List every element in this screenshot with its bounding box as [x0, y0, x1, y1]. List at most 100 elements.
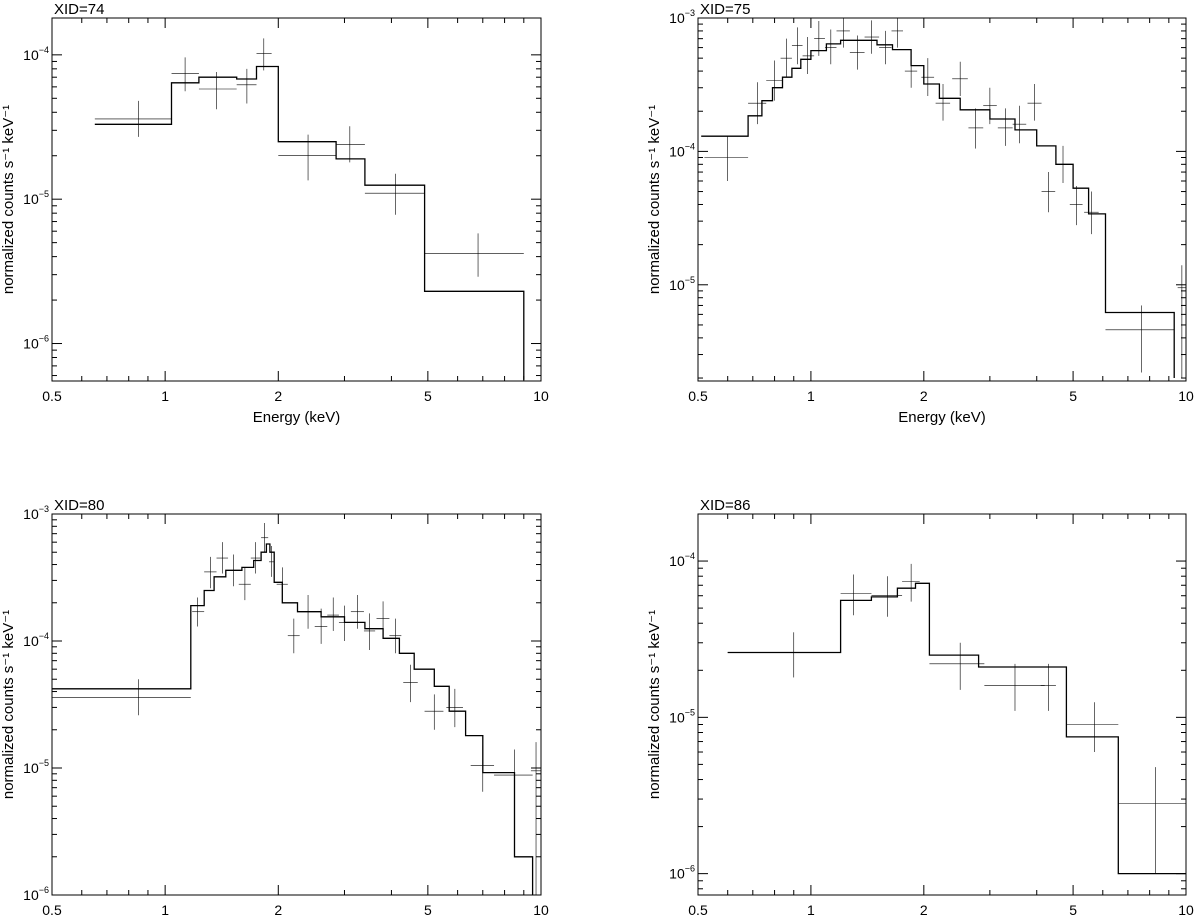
- chart-xid80-data-point: [327, 597, 339, 631]
- chart-xid74-data-point: [364, 173, 425, 215]
- chart-xid86-data-point: [929, 642, 985, 690]
- chart-xid75-data-point: [802, 37, 815, 75]
- chart-xid80-data-point: [338, 605, 350, 641]
- chart-xid86-model-line: [727, 582, 1186, 875]
- chart-xid75-data-point: [849, 35, 865, 70]
- chart-xid75-data-point: [879, 30, 892, 65]
- chart-xid86-data-point: [1066, 702, 1119, 753]
- chart-xid75-title: XID=75: [700, 1, 750, 18]
- chart-xid75-data-point: [935, 84, 951, 121]
- chart-xid75-data-point: [904, 52, 918, 88]
- chart-xid80-ytick-label: 10−4: [23, 631, 49, 649]
- chart-xid75-xtick-label: 0.5: [688, 388, 708, 404]
- chart-xid74-data-point: [278, 134, 337, 181]
- chart-xid75-data-point: [983, 87, 997, 125]
- chart-xid74-data-point: [336, 126, 365, 163]
- chart-xid86-xtick-label: 2: [920, 902, 928, 918]
- chart-xid80-data-point: [363, 613, 376, 650]
- chart-xid74-xtick-label: 2: [274, 388, 282, 404]
- chart-xid80-xtick-label: 5: [424, 902, 432, 918]
- chart-xid75-data-point: [1105, 305, 1175, 373]
- chart-xid75-model-line: [701, 39, 1175, 378]
- chart-xid80-data-point: [192, 597, 205, 627]
- chart-xid80-xtick-label: 2: [274, 902, 282, 918]
- chart-xid80-data-point: [446, 688, 463, 728]
- chart-xid86-data-point: [1118, 767, 1186, 874]
- chart-xid75-plot-area: [701, 18, 1186, 379]
- chart-xid75-data-point: [748, 82, 767, 125]
- chart-xid74-data-point: [198, 72, 237, 110]
- chart-xid86-data-point: [727, 632, 841, 678]
- chart-xid74-xtick-label: 1: [161, 388, 169, 404]
- chart-xid75-data-point: [1177, 265, 1186, 379]
- chart-xid86-xtick-label: 5: [1069, 902, 1077, 918]
- chart-xid80-data-point: [52, 679, 191, 716]
- chart-xid80-data-point: [403, 664, 418, 703]
- chart-xid75-data-point: [891, 18, 904, 48]
- chart-xid80-data-point: [424, 694, 444, 730]
- chart-xid74-model-line: [94, 65, 525, 380]
- chart-xid74-data-point: [94, 100, 172, 137]
- chart-xid75-xtick-label: 10: [1178, 388, 1194, 404]
- chart-xid75-xtick-label: 1: [807, 388, 815, 404]
- chart-xid86-ylabel: normalized counts s⁻¹ keV⁻¹: [646, 610, 663, 799]
- chart-xid80-data-point: [287, 618, 300, 654]
- chart-xid74-plot-area: [94, 38, 525, 380]
- chart-xid75-ytick-label: 10−4: [669, 141, 695, 159]
- chart-xid80-data-point: [470, 745, 495, 792]
- chart-xid80-ytick-label: 10−3: [23, 504, 49, 522]
- chart-xid80-data-point: [530, 742, 541, 895]
- chart-xid80-plot-area: [52, 522, 541, 895]
- chart-xid75-data-point: [921, 58, 935, 97]
- chart-xid75-xtick-label: 2: [920, 388, 928, 404]
- chart-xid74-ytick-label: 10−6: [23, 334, 49, 352]
- chart-xid75-data-point: [1084, 191, 1099, 235]
- chart-xid75-data-point: [952, 61, 968, 97]
- chart-xid75-frame: [697, 17, 1187, 382]
- chart-xid75-xlabel: Energy (keV): [898, 409, 986, 426]
- chart-xid80-data-point: [250, 542, 261, 574]
- chart-xid86-xtick-label: 0.5: [688, 902, 708, 918]
- chart-xid86-ytick-label: 10−6: [669, 864, 695, 882]
- chart-xid86-ytick-label: 10−4: [669, 551, 695, 569]
- chart-xid86-xtick-label: 10: [1178, 902, 1194, 918]
- chart-xid74-title: XID=74: [54, 1, 104, 18]
- chart-xid80-ytick-label: 10−5: [23, 758, 49, 776]
- chart-xid75-data-point: [1012, 105, 1027, 144]
- chart-xid75-data-point: [864, 20, 880, 54]
- chart-xid74-data-point: [171, 57, 199, 92]
- chart-xid80-data-point: [276, 567, 288, 601]
- chart-xid86-ytick-label: 10−5: [669, 707, 695, 725]
- chart-xid74-ytick-label: 10−5: [23, 189, 49, 207]
- chart-xid80-xtick-label: 10: [533, 902, 549, 918]
- chart-xid75-ytick-label: 10−3: [669, 8, 695, 26]
- chart-xid80-data-point: [204, 556, 217, 589]
- chart-xid86-data-point: [840, 574, 872, 616]
- chart-xid80-data-point: [261, 522, 269, 553]
- panel-xid86: XID=86Energy (keV)normalized counts s⁻¹ …: [646, 497, 1194, 918]
- chart-xid75-data-point: [997, 108, 1013, 146]
- chart-xid74-xtick-label: 10: [533, 388, 549, 404]
- chart-xid80-xtick-label: 0.5: [42, 902, 62, 918]
- chart-xid75-ylabel: normalized counts s⁻¹ keV⁻¹: [646, 105, 663, 294]
- chart-xid86-xtick-label: 1: [807, 902, 815, 918]
- panel-xid75: XID=75 Energy (keV) normalized counts s⁻¹ …: [646, 1, 1194, 426]
- chart-xid80-data-point: [314, 608, 328, 644]
- chart-xid86-title: XID=86: [700, 497, 750, 514]
- chart-xid75-ytick-label: 10−5: [669, 275, 695, 293]
- chart-xid86-frame: [697, 513, 1187, 896]
- chart-xid80-data-point: [216, 542, 229, 574]
- chart-xid75-data-point: [814, 20, 825, 56]
- chart-xid80-data-point: [494, 749, 533, 819]
- chart-xid74-data-point: [256, 38, 272, 71]
- chart-xid75-data-point: [968, 108, 984, 149]
- chart-xid80-data-point: [350, 595, 364, 629]
- chart-xid80-data-point: [228, 554, 239, 587]
- chart-xid74-ytick-label: 10−4: [23, 45, 49, 63]
- chart-xid86-data-point: [902, 563, 920, 602]
- chart-xid75-data-point: [704, 136, 749, 181]
- panel-xid80: XID=80Energy (keV)normalized counts s⁻¹ …: [0, 497, 549, 918]
- chart-xid75-data-point: [1069, 186, 1083, 226]
- chart-xid86-data-point: [1040, 663, 1056, 711]
